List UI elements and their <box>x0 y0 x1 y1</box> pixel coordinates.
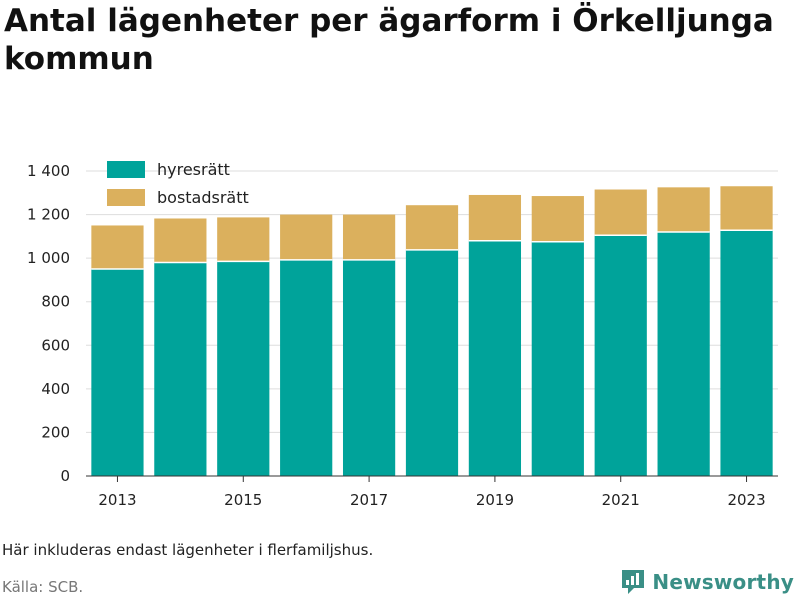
y-tick-label: 1 000 <box>27 249 70 267</box>
legend: hyresrätt bostadsrätt <box>107 160 249 207</box>
bar-hyresratt-2022 <box>657 232 710 476</box>
legend-swatch <box>107 189 145 206</box>
bar-hyresratt-2013 <box>91 269 144 476</box>
legend-swatch <box>107 161 145 178</box>
bar-hyresratt-2015 <box>217 261 270 476</box>
bars-layer <box>91 186 773 476</box>
y-tick-label: 1 400 <box>27 162 70 180</box>
legend-label: bostadsrätt <box>157 188 249 207</box>
y-tick-label: 1 200 <box>27 206 70 224</box>
bar-hyresratt-2016 <box>280 259 333 476</box>
y-tick-label: 200 <box>41 423 70 441</box>
x-tick-label: 2013 <box>98 491 136 509</box>
chart-title: Antal lägenheter per ägarform i Örkellju… <box>4 3 774 77</box>
bar-bostadsratt-2015 <box>217 217 270 262</box>
bar-bostadsratt-2020 <box>531 196 584 242</box>
bar-bostadsratt-2018 <box>405 205 459 250</box>
y-tick-label: 0 <box>60 467 70 485</box>
bar-bostadsratt-2017 <box>342 214 396 260</box>
stacked-bar-chart: 0 200 400 600 800 1 000 1 200 1 400 2013 2015 2017… <box>27 160 778 509</box>
newsworthy-logo-icon <box>622 570 645 594</box>
chart-note: Här inkluderas endast lägenheter i flerf… <box>2 541 374 559</box>
bar-hyresratt-2021 <box>594 235 647 476</box>
bar-hyresratt-2023 <box>720 230 773 476</box>
bar-hyresratt-2019 <box>468 240 522 476</box>
brand-logo: Newsworthy <box>620 568 794 596</box>
bar-hyresratt-2018 <box>405 249 459 476</box>
y-tick-label: 800 <box>41 293 70 311</box>
bar-bostadsratt-2019 <box>468 194 522 241</box>
x-tick-label: 2023 <box>727 491 765 509</box>
bar-hyresratt-2014 <box>154 262 207 476</box>
bar-bostadsratt-2013 <box>91 225 144 270</box>
bar-bostadsratt-2021 <box>594 189 647 236</box>
x-tick-label: 2015 <box>224 491 262 509</box>
source-text: Källa: SCB. <box>2 578 84 596</box>
bar-hyresratt-2017 <box>342 259 396 476</box>
bar-bostadsratt-2022 <box>657 187 710 232</box>
x-tick-label: 2017 <box>350 491 388 509</box>
bar-hyresratt-2020 <box>531 241 584 476</box>
axis-layer: 0 200 400 600 800 1 000 1 200 1 400 2013 2015 2017… <box>27 162 778 509</box>
y-tick-label: 600 <box>41 336 70 354</box>
brand-name: Newsworthy <box>652 570 794 594</box>
bar-bostadsratt-2016 <box>280 214 333 260</box>
x-tick-label: 2021 <box>602 491 640 509</box>
bar-bostadsratt-2014 <box>154 218 207 263</box>
bar-bostadsratt-2023 <box>720 186 773 231</box>
y-tick-label: 400 <box>41 380 70 398</box>
legend-label: hyresrätt <box>157 160 230 179</box>
x-tick-label: 2019 <box>476 491 514 509</box>
